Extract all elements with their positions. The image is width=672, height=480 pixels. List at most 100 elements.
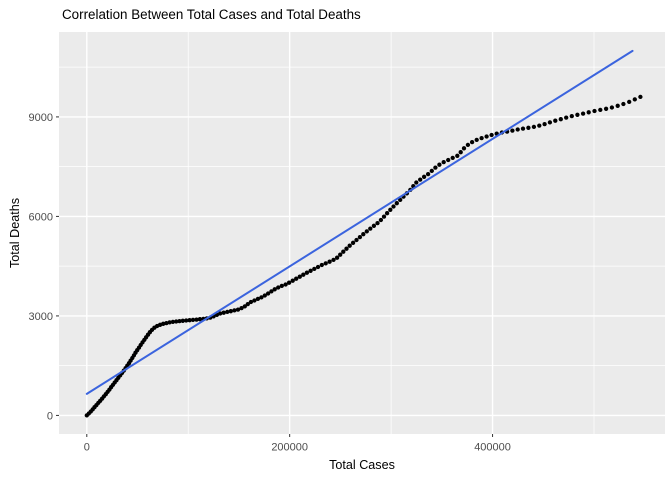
scatter-point: [228, 309, 233, 314]
scatter-point: [232, 308, 237, 313]
scatter-point: [520, 126, 526, 131]
scatter-point: [569, 113, 574, 119]
scatter-point: [283, 282, 288, 287]
scatter-point: [218, 311, 223, 316]
scatter-point: [433, 165, 438, 170]
scatter-point: [603, 106, 609, 111]
scatter-point: [592, 108, 597, 114]
scatter-point: [580, 111, 586, 116]
scatter-point: [564, 115, 569, 120]
scatter-point: [384, 211, 390, 216]
scatter-point: [315, 264, 321, 270]
y-tick-label: 0: [47, 410, 53, 422]
x-tick-label: 200000: [271, 442, 308, 454]
scatter-point: [441, 159, 446, 165]
scatter-point: [323, 261, 328, 266]
scatter-point: [547, 120, 553, 125]
scatter-point: [262, 293, 267, 298]
scatter-point: [510, 128, 515, 133]
scatter-point: [248, 299, 254, 305]
scatter-point: [455, 153, 460, 158]
scatter-point: [391, 204, 396, 209]
scatter-point: [174, 319, 179, 324]
scatter-point: [361, 232, 366, 237]
regression-line: [85, 49, 634, 395]
scatter-point: [187, 318, 192, 323]
scatter-point: [354, 237, 359, 243]
scatter-point: [331, 257, 336, 263]
scatter-point: [368, 226, 373, 231]
scatter-point: [301, 272, 306, 277]
scatter-point: [537, 123, 542, 128]
scatter-point: [350, 240, 356, 245]
scatter-point: [290, 278, 295, 283]
scatter-point: [418, 177, 423, 182]
scatter-point: [398, 197, 403, 203]
scatter-point: [429, 168, 434, 174]
scatter-point: [242, 304, 247, 309]
scatter-point: [542, 121, 547, 127]
scatter-point: [341, 249, 346, 254]
scatter-point: [586, 110, 591, 115]
scatter-point: [308, 268, 313, 273]
scatter-point: [378, 217, 384, 223]
scatter-point: [327, 259, 332, 264]
scatter-point: [347, 243, 352, 248]
scatter-point: [446, 157, 451, 163]
scatter-point: [279, 283, 284, 289]
scatter-point: [394, 201, 399, 206]
scatter-point: [458, 150, 463, 155]
scatter-point: [474, 137, 479, 143]
scatter-point: [465, 142, 471, 148]
chart-title: Correlation Between Total Cases and Tota…: [62, 7, 361, 22]
scatter-point: [515, 127, 520, 132]
x-tick-label: 400000: [474, 442, 511, 454]
scatter-point: [265, 291, 271, 296]
scatter-point: [526, 125, 531, 130]
scatter-point: [364, 229, 369, 234]
scatter-point: [255, 296, 261, 302]
scatter-point: [259, 295, 264, 300]
scatter-point: [167, 320, 172, 325]
scatter-point: [164, 320, 169, 326]
x-tick-label: 0: [84, 442, 90, 454]
scatter-point: [338, 252, 343, 257]
scatter-point: [469, 139, 475, 145]
scatter-point: [375, 220, 380, 226]
scatter-point: [221, 310, 226, 315]
scatter-point: [197, 317, 203, 322]
scatter-point: [276, 285, 281, 290]
y-tick-label: 9000: [29, 112, 53, 124]
scatter-point: [190, 317, 196, 323]
scatter-point: [575, 112, 580, 117]
scatter-point: [161, 321, 166, 326]
scatter-point: [194, 317, 199, 322]
scatter-point: [531, 124, 537, 130]
scatter-point: [414, 180, 419, 185]
scatter-point: [479, 135, 484, 141]
scatter-point: [421, 174, 427, 179]
scatter-point: [294, 276, 299, 281]
scatter-point: [286, 280, 292, 285]
scatter-point: [319, 262, 324, 268]
scatter-point: [558, 117, 563, 122]
scatter-point: [297, 274, 302, 279]
scatter-point: [180, 318, 185, 323]
scatter-point: [484, 134, 489, 139]
scatter-point: [632, 97, 637, 102]
y-tick-label: 3000: [29, 311, 53, 323]
scatter-point: [598, 107, 603, 113]
scatter-point: [461, 146, 467, 151]
scatter-point: [235, 307, 241, 312]
scatter-point: [609, 105, 615, 110]
scatter-point: [388, 207, 393, 212]
scatter-point: [371, 223, 377, 228]
x-axis-title: Total Cases: [329, 458, 395, 472]
scatter-point: [225, 309, 230, 315]
scatter-point: [344, 246, 349, 251]
scatter-point: [170, 319, 176, 325]
scatter-point: [437, 162, 442, 167]
scatter-point: [425, 171, 431, 177]
